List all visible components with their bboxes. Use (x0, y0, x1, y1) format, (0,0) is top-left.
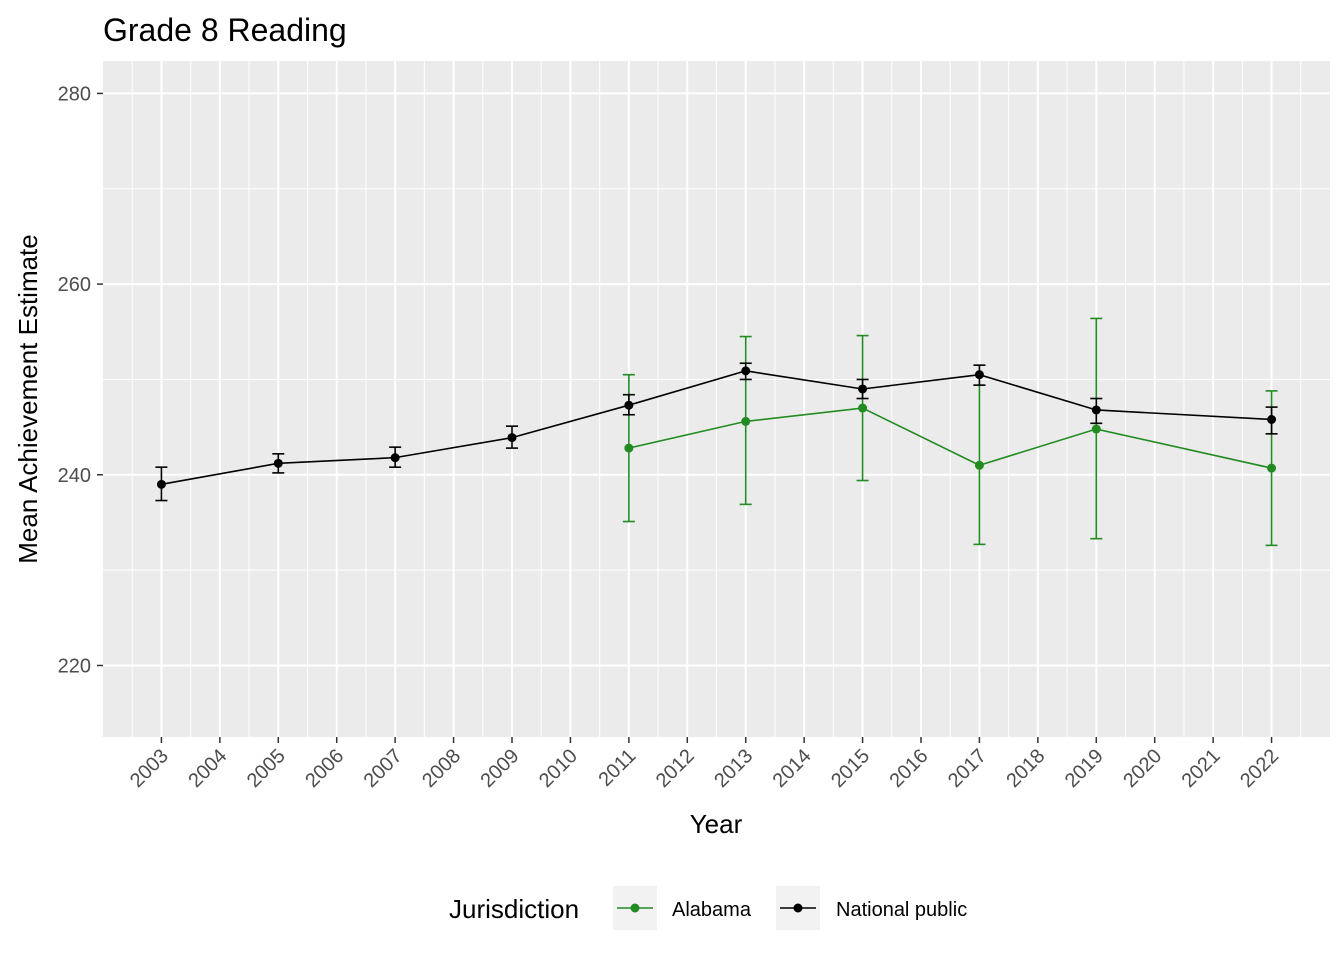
data-point-alabama (1091, 424, 1101, 434)
x-axis-title: Year (690, 809, 743, 839)
x-tick-label: 2009 (477, 745, 524, 792)
data-point-national-public (1267, 414, 1277, 424)
x-tick-label: 2020 (1119, 745, 1166, 792)
legend-title: Jurisdiction (449, 894, 579, 924)
data-point-alabama (741, 416, 751, 426)
data-point-alabama (858, 403, 868, 413)
data-point-national-public (1091, 405, 1101, 415)
data-point-national-public (507, 433, 517, 443)
x-tick-label: 2021 (1178, 745, 1225, 792)
x-tick-label: 2022 (1236, 745, 1283, 792)
y-tick-label: 260 (58, 274, 91, 296)
x-tick-label: 2005 (243, 745, 290, 792)
minor-grid (103, 61, 1330, 737)
series-layer (155, 317, 1278, 547)
data-point-national-public (273, 458, 283, 468)
x-tick-label: 2013 (710, 745, 757, 792)
x-tick-label: 2006 (301, 745, 348, 792)
x-tick-label: 2004 (184, 745, 231, 792)
series-line-national-public (161, 370, 1272, 486)
data-point-alabama (624, 443, 634, 453)
y-tick-label: 220 (58, 655, 91, 677)
data-point-national-public (741, 366, 751, 376)
x-tick-label: 2019 (1061, 745, 1108, 792)
x-tick-label: 2007 (360, 745, 407, 792)
legend-point-alabama (630, 903, 640, 913)
data-point-national-public (156, 479, 166, 489)
y-tick-label: 280 (58, 83, 91, 105)
x-tick-label: 2018 (1002, 745, 1049, 792)
x-tick-label: 2015 (827, 745, 874, 792)
legend-label-alabama: Alabama (672, 899, 752, 921)
data-point-national-public (974, 370, 984, 380)
legend-point-national-public (793, 903, 803, 913)
x-tick-label: 2011 (594, 745, 640, 791)
x-tick-label: 2017 (944, 745, 991, 792)
series-national-public (155, 362, 1278, 502)
major-grid (103, 61, 1330, 737)
data-point-national-public (624, 400, 634, 410)
chart-title: Grade 8 Reading (103, 12, 347, 48)
data-point-alabama (1267, 463, 1277, 473)
y-tick-label: 240 (58, 465, 91, 487)
x-tick-label: 2008 (418, 745, 465, 792)
x-tick-label: 2010 (535, 745, 582, 792)
y-axis-title: Mean Achievement Estimate (13, 234, 43, 564)
x-tick-label: 2016 (886, 745, 933, 792)
data-point-national-public (390, 453, 400, 463)
data-point-alabama (974, 460, 984, 470)
x-tick-label: 2014 (769, 745, 816, 792)
legend: Jurisdiction Alabama National public (449, 886, 967, 930)
legend-label-national-public: National public (836, 899, 967, 921)
data-point-national-public (858, 384, 868, 394)
x-tick-label: 2012 (652, 745, 699, 792)
series-line-alabama (628, 407, 1272, 469)
x-tick-label: 2003 (126, 745, 173, 792)
